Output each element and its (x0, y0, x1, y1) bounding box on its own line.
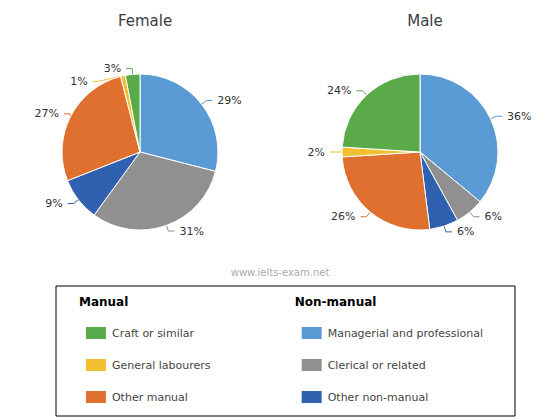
svg-text:26%: 26% (331, 210, 355, 223)
svg-text:6%: 6% (457, 225, 474, 238)
svg-text:Other manual: Other manual (112, 391, 188, 404)
svg-text:36%: 36% (507, 110, 531, 123)
svg-text:1%: 1% (70, 75, 87, 88)
svg-text:29%: 29% (217, 94, 241, 107)
svg-text:2%: 2% (308, 146, 325, 159)
svg-text:Managerial and professional: Managerial and professional (328, 327, 483, 340)
svg-text:3%: 3% (104, 62, 121, 75)
svg-text:24%: 24% (327, 84, 351, 97)
svg-text:Craft or similar: Craft or similar (112, 327, 195, 340)
svg-text:Clerical or related: Clerical or related (328, 359, 426, 372)
svg-text:6%: 6% (485, 210, 502, 223)
svg-text:Female: Female (118, 12, 172, 30)
svg-text:Male: Male (407, 12, 443, 30)
svg-text:www.ielts-exam.net: www.ielts-exam.net (231, 267, 330, 278)
svg-text:27%: 27% (35, 107, 59, 120)
svg-text:9%: 9% (45, 197, 62, 210)
svg-text:General labourers: General labourers (112, 359, 211, 372)
svg-text:Manual: Manual (79, 295, 128, 309)
svg-text:Other non-manual: Other non-manual (328, 391, 429, 404)
svg-text:Non-manual: Non-manual (295, 295, 377, 309)
svg-text:31%: 31% (179, 225, 203, 238)
